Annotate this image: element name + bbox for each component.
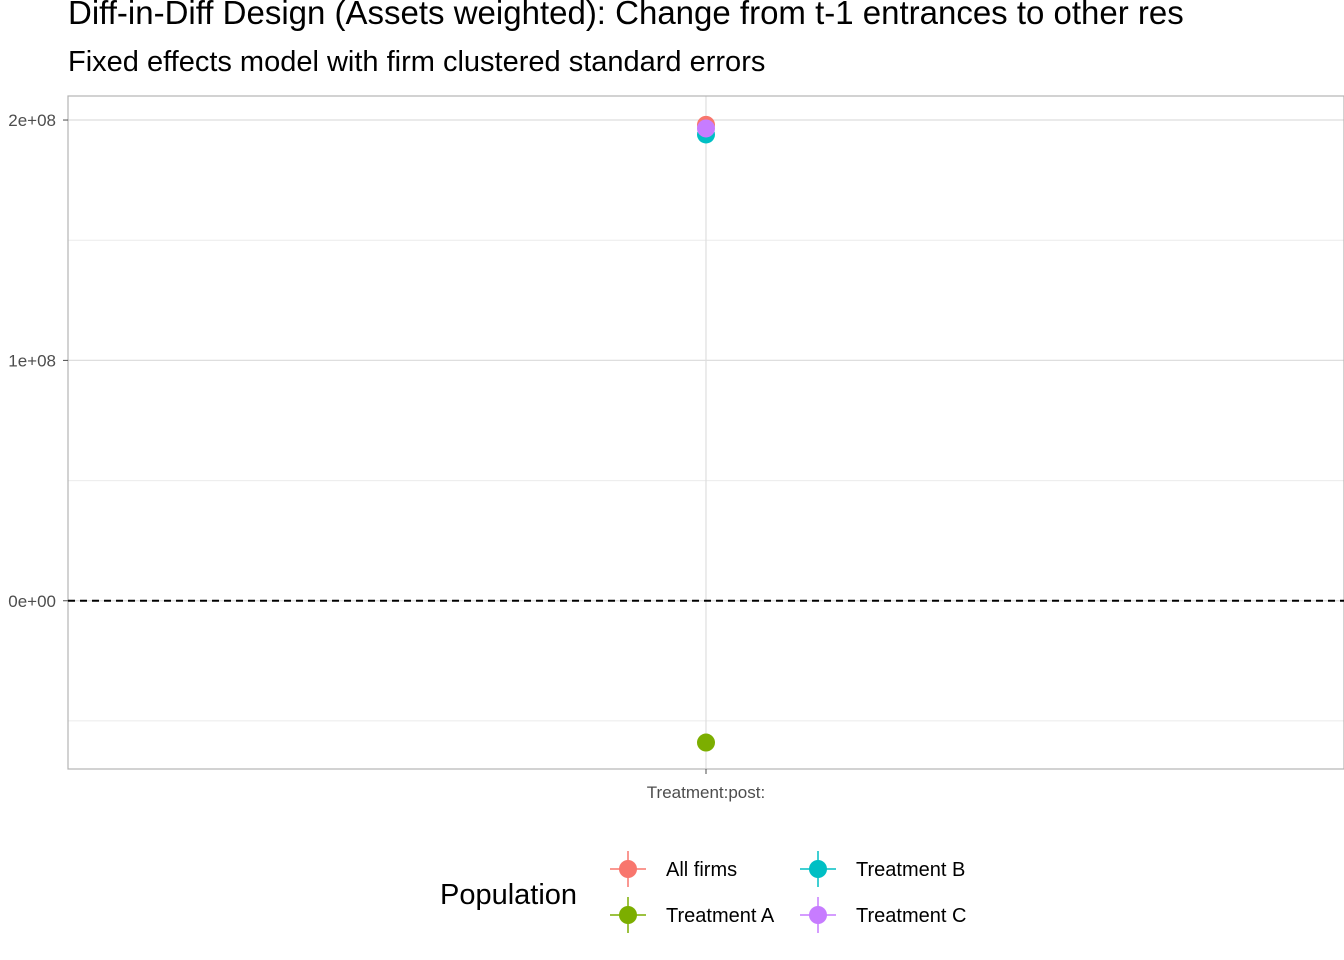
x-tick-label: Treatment:post: xyxy=(647,783,765,802)
legend-title: Population xyxy=(440,879,577,911)
legend-key xyxy=(809,906,827,924)
grid xyxy=(68,96,1344,769)
legend-label: Treatment A xyxy=(666,905,775,927)
legend-item-all-firms: All firms xyxy=(610,851,737,887)
legend-key xyxy=(619,906,637,924)
legend-key xyxy=(619,860,637,878)
chart-title: Diff-in-Diff Design (Assets weighted): C… xyxy=(68,0,1184,31)
y-tick-label: 1e+08 xyxy=(8,351,56,370)
data-points xyxy=(697,115,715,752)
chart-subtitle: Fixed effects model with firm clustered … xyxy=(68,46,766,78)
legend-item-treatment-c: Treatment C xyxy=(800,897,966,933)
data-point-treatment-c xyxy=(697,119,715,138)
data-point-treatment-a xyxy=(697,733,715,752)
axes: 0e+00 1e+08 2e+08 Treatment:post: xyxy=(8,111,1344,802)
legend-item-treatment-a: Treatment A xyxy=(610,897,775,933)
legend-label: Treatment B xyxy=(856,859,965,881)
legend-key xyxy=(809,860,827,878)
legend-label: All firms xyxy=(666,859,737,881)
y-tick-label: 2e+08 xyxy=(8,111,56,130)
y-tick-label: 0e+00 xyxy=(8,592,56,611)
legend-item-treatment-b: Treatment B xyxy=(800,851,965,887)
legend-label: Treatment C xyxy=(856,905,966,927)
legend: Population All firms Treatment A Treatment … xyxy=(440,851,966,933)
